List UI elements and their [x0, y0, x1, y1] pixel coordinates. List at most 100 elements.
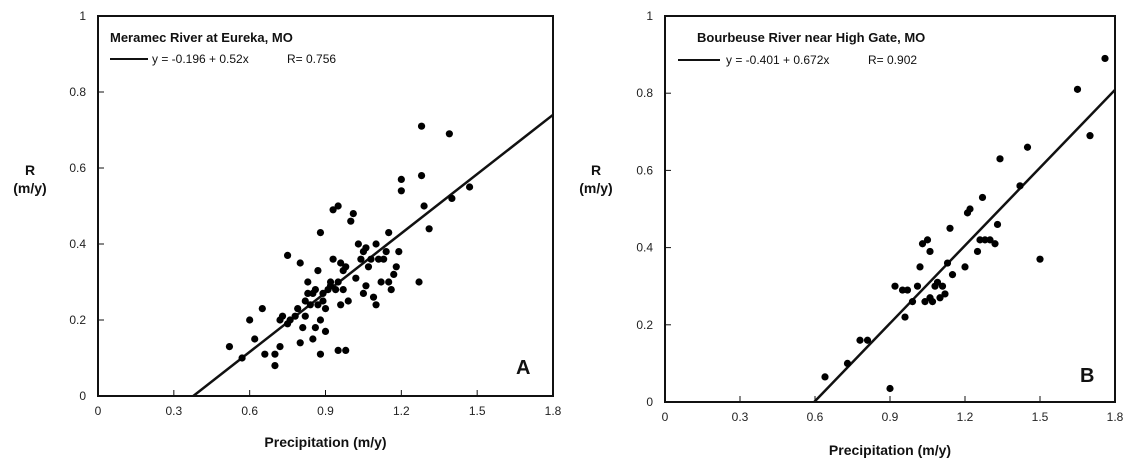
- data-point: [337, 301, 345, 309]
- data-point: [385, 278, 393, 286]
- data-point: [296, 339, 304, 347]
- data-point: [316, 229, 325, 237]
- x-tick-label: 0.9: [317, 404, 334, 418]
- data-point: [863, 336, 872, 344]
- data-point: [382, 248, 390, 256]
- data-point: [261, 350, 269, 358]
- data-point: [283, 251, 292, 259]
- data-point: [843, 359, 852, 367]
- y-tick-label: 0.6: [69, 161, 86, 175]
- data-point: [941, 290, 949, 298]
- data-point: [933, 278, 942, 286]
- x-tick-label: 0.6: [807, 410, 824, 424]
- y-tick-label: 0.2: [69, 313, 86, 327]
- data-point: [420, 202, 428, 210]
- data-point: [316, 316, 325, 324]
- data-point: [314, 301, 322, 309]
- data-point: [306, 301, 314, 309]
- data-point: [321, 327, 330, 335]
- data-point: [448, 194, 456, 202]
- data-point: [334, 202, 342, 210]
- data-point: [397, 175, 405, 183]
- x-tick-label: 1.2: [393, 404, 410, 418]
- y-tick-label: 0.4: [69, 237, 86, 251]
- data-point: [271, 362, 279, 370]
- data-point: [901, 313, 909, 321]
- x-tick-label: 0: [662, 410, 669, 424]
- data-point: [395, 248, 403, 256]
- chart-title: Bourbeuse River near High Gate, MO: [697, 30, 925, 45]
- data-point: [913, 282, 922, 290]
- data-point: [301, 312, 309, 320]
- data-point: [319, 289, 327, 297]
- x-tick-label: 0.3: [165, 404, 182, 418]
- data-point: [316, 350, 325, 358]
- data-point: [374, 255, 383, 263]
- data-point: [304, 289, 312, 297]
- data-point: [362, 282, 370, 290]
- data-point: [1036, 255, 1044, 263]
- data-point: [938, 282, 947, 290]
- legend-r-value: R= 0.902: [868, 53, 917, 67]
- legend-r-value: R= 0.756: [287, 52, 336, 66]
- data-point: [926, 247, 934, 256]
- data-point: [321, 305, 330, 313]
- data-point: [886, 384, 894, 393]
- x-axis-label: Precipitation (m/y): [829, 442, 951, 458]
- data-point: [936, 294, 944, 302]
- data-point: [981, 236, 989, 244]
- data-point: [445, 130, 453, 138]
- data-point: [961, 263, 969, 271]
- chart-panel-a: 0 0.3 0.6 0.9 1.2 1.5 1.8 0 0.2 0.4 0.6 0.8 1 Precipi…: [13, 9, 561, 450]
- data-point: [225, 343, 234, 351]
- data-point: [856, 336, 864, 344]
- y-tick-label: 0.8: [69, 85, 86, 99]
- data-point: [397, 187, 405, 195]
- data-point: [301, 297, 309, 305]
- data-point: [258, 305, 266, 313]
- data-point: [357, 255, 365, 263]
- regression-line: [192, 113, 553, 396]
- data-point: [380, 255, 388, 263]
- data-point: [991, 240, 999, 248]
- x-tick-label: 1.8: [545, 404, 562, 418]
- data-point: [342, 263, 350, 271]
- y-tick-label: 1: [79, 9, 86, 23]
- data-point: [986, 236, 994, 244]
- data-point: [372, 301, 380, 309]
- y-axis-label-line2: (m/y): [579, 180, 612, 196]
- data-point: [425, 225, 433, 233]
- data-point: [993, 220, 1002, 229]
- data-point: [390, 270, 398, 278]
- data-point: [359, 289, 368, 297]
- y-tick-label: 0: [79, 389, 86, 403]
- data-point: [417, 172, 426, 180]
- data-point: [238, 354, 246, 362]
- data-point: [354, 240, 362, 248]
- data-point: [342, 346, 350, 354]
- data-point: [329, 255, 337, 263]
- data-point: [821, 373, 829, 381]
- data-point: [921, 298, 929, 306]
- data-point: [903, 286, 912, 294]
- data-point: [314, 267, 322, 275]
- x-tick-label: 1.2: [957, 410, 974, 424]
- data-point: [976, 236, 984, 244]
- y-tick-label: 1: [646, 9, 653, 23]
- legend-equation: y = -0.401 + 0.672x: [726, 53, 829, 67]
- data-point: [948, 271, 957, 279]
- data-point: [1101, 54, 1109, 63]
- x-tick-label: 1.5: [469, 404, 486, 418]
- y-tick-label: 0.2: [636, 318, 653, 332]
- data-point: [891, 282, 899, 290]
- data-point: [978, 193, 987, 202]
- plot-frame: [664, 15, 1116, 403]
- data-point: [908, 298, 917, 306]
- data-point: [271, 350, 279, 358]
- data-point: [326, 278, 335, 286]
- data-point: [369, 293, 378, 301]
- x-tick-label: 1.8: [1107, 410, 1124, 424]
- data-point: [928, 298, 937, 306]
- x-tick-label: 1.5: [1032, 410, 1049, 424]
- data-point: [996, 155, 1004, 163]
